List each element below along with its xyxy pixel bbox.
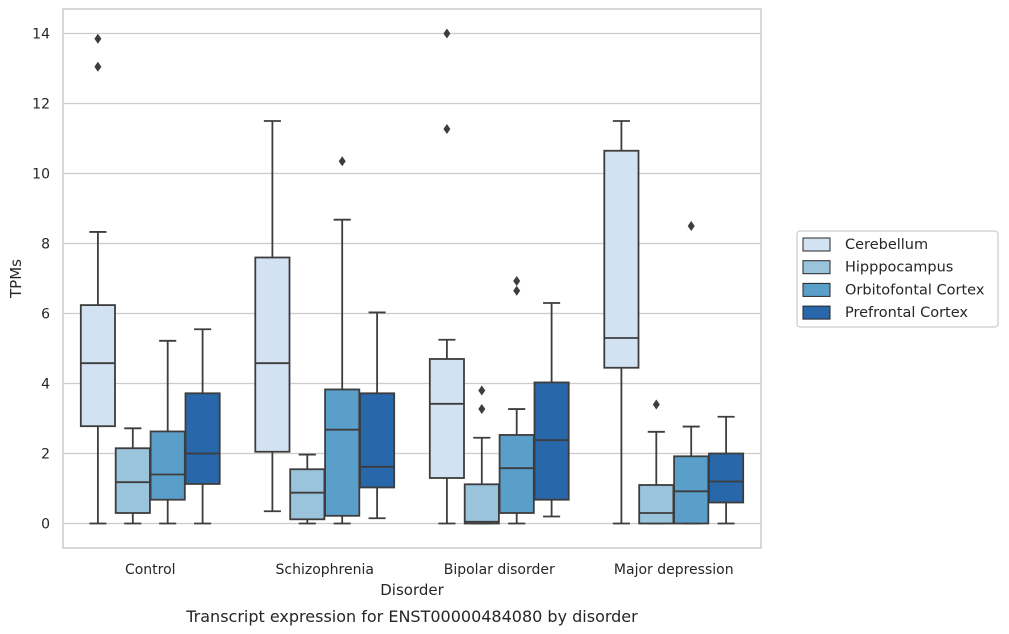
box-iqr — [324, 388, 361, 517]
legend-frame — [796, 230, 999, 328]
box-iqr — [359, 392, 396, 489]
box-iqr — [289, 468, 326, 521]
x-axis: Control Schizophrenia Bipolar disorder Majo… — [125, 562, 734, 578]
box-cerebellum-bipolar-disorder — [428, 28, 465, 525]
legend-label: Orbitofontal Cortex — [845, 282, 985, 298]
box-orbitofontal-cortex-bipolar-disorder — [498, 275, 535, 525]
outlier-point — [687, 221, 695, 231]
outlier-point — [443, 124, 451, 135]
y-tick-label: 8 — [41, 237, 50, 253]
box-hipppocampus-bipolar-disorder — [463, 385, 500, 525]
box-hipppocampus-schizophrenia — [289, 453, 326, 525]
box-prefrontal-cortex-control — [184, 328, 221, 525]
legend-swatch — [802, 237, 831, 252]
box-iqr — [638, 484, 675, 525]
legend-swatch — [802, 282, 831, 297]
legend: Cerebellum Hipppocampus Orbitofontal Corte… — [796, 230, 999, 328]
outlier-point — [338, 156, 346, 167]
chart-caption: Transcript expression for ENST0000048408… — [185, 607, 638, 626]
box-cerebellum-schizophrenia — [254, 120, 291, 513]
y-tick-label: 12 — [32, 97, 50, 113]
y-axis-label: TPMs — [7, 259, 25, 299]
box-iqr — [498, 434, 535, 514]
y-tick-label: 4 — [41, 377, 50, 393]
box-iqr — [603, 149, 640, 369]
outlier-point — [478, 404, 486, 415]
box-iqr — [79, 304, 116, 428]
y-tick-label: 0 — [41, 517, 50, 533]
box-cerebellum-control — [79, 33, 116, 525]
box-iqr — [254, 256, 291, 453]
legend-label: Hipppocampus — [845, 260, 953, 276]
y-tick-label: 2 — [41, 447, 50, 463]
outlier-point — [513, 275, 521, 286]
legend-swatch — [802, 260, 831, 275]
box-cerebellum-major-depression — [603, 120, 640, 525]
legend-label: Cerebellum — [845, 237, 928, 253]
box-iqr — [428, 358, 465, 479]
box-iqr — [149, 430, 186, 501]
box-prefrontal-cortex-major-depression — [708, 415, 745, 525]
legend-swatch — [802, 305, 831, 320]
x-axis-label: Disorder — [380, 581, 444, 599]
box-iqr — [184, 392, 221, 485]
x-tick-label: Major depression — [614, 562, 734, 578]
box-orbitofontal-cortex-schizophrenia — [324, 156, 361, 525]
x-tick-label: Schizophrenia — [276, 562, 374, 578]
outlier-point — [478, 385, 486, 396]
x-tick-label: Control — [125, 562, 176, 578]
x-tick-label: Bipolar disorder — [444, 562, 555, 578]
box-iqr — [673, 455, 710, 525]
y-tick-label: 14 — [32, 27, 50, 43]
legend-label: Prefrontal Cortex — [845, 305, 968, 321]
outlier-point — [443, 28, 451, 39]
box-hipppocampus-major-depression — [638, 399, 675, 525]
plot-area — [79, 28, 745, 525]
box-prefrontal-cortex-bipolar-disorder — [533, 302, 570, 518]
box-orbitofontal-cortex-major-depression — [673, 221, 710, 525]
outlier-point — [652, 399, 660, 410]
y-tick-label: 6 — [41, 307, 50, 323]
outlier-point — [513, 285, 521, 296]
y-axis: 0 2 4 6 8 10 12 14 — [32, 27, 50, 533]
box-iqr — [463, 483, 500, 525]
box-iqr — [708, 452, 745, 504]
box-prefrontal-cortex-schizophrenia — [359, 311, 396, 520]
outlier-point — [94, 61, 102, 72]
outlier-point — [94, 33, 102, 44]
y-tick-label: 10 — [32, 167, 50, 183]
box-iqr — [114, 447, 151, 514]
box-orbitofontal-cortex-control — [149, 339, 186, 525]
plot-frame — [62, 8, 762, 549]
box-hipppocampus-control — [114, 427, 151, 525]
